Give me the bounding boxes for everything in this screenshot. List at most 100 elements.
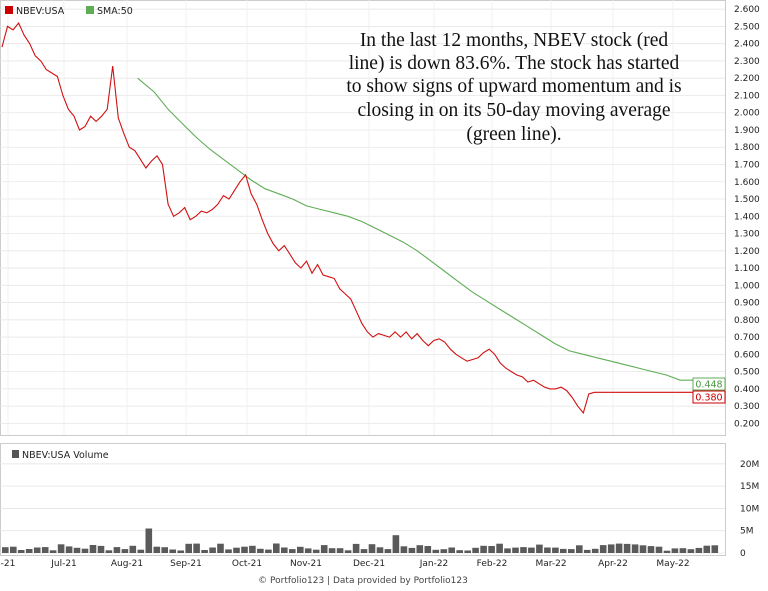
price-y-tick-label: 1.400 [734, 212, 760, 222]
volume-bar [599, 545, 607, 553]
x-tick-label: Feb-22 [477, 559, 508, 569]
volume-bar [273, 543, 280, 553]
volume-bar [591, 548, 599, 553]
volume-bar [488, 546, 495, 553]
volume-bar [241, 546, 248, 553]
annotation-line-5: (green line). [466, 124, 561, 145]
volume-bar [376, 547, 384, 553]
volume-bar [201, 550, 208, 553]
annotation-line-3: to show signs of upward momentum and is [346, 76, 681, 97]
price-y-tick-label: 2.100 [734, 91, 760, 101]
sma-value-tag-box [692, 377, 726, 391]
volume-bar [568, 549, 575, 553]
volume-bar [504, 548, 511, 553]
volume-bar [161, 547, 168, 553]
x-tick-label: Apr-22 [598, 559, 628, 569]
price-y-tick-label: 0.500 [734, 368, 760, 378]
volume-bar [10, 546, 17, 553]
legend-label-nbev: NBEV:USA [16, 6, 65, 17]
volume-bar [249, 545, 256, 553]
volume-bar [528, 547, 535, 553]
volume-bar [2, 547, 9, 553]
legend-swatch-volume [12, 450, 19, 458]
price-y-tick-label: 1.900 [734, 126, 760, 136]
x-axis: -21 Jul-21 Aug-21 Sep-21 Oct-21 Nov-21 Dec-21 J… [1, 559, 690, 569]
volume-legend: NBEV:USA Volume [12, 450, 109, 461]
volume-bar [647, 546, 655, 553]
volume-bar [472, 547, 479, 553]
volume-bar [639, 545, 647, 553]
volume-bar [424, 546, 432, 553]
sma-50-line [137, 77, 694, 381]
volume-bar [703, 545, 711, 553]
volume-bar [552, 547, 559, 553]
x-tick-label: -21 [1, 559, 16, 569]
volume-bar [671, 548, 679, 553]
volume-bar [265, 549, 272, 553]
sma-value-tag: 0.448 [695, 380, 722, 391]
price-y-tick-label: 1.700 [734, 161, 760, 171]
annotation-line-4: closing in on its 50-day moving average [357, 100, 670, 121]
volume-bar [520, 547, 527, 553]
legend-label-sma: SMA:50 [97, 6, 133, 17]
volume-bar [615, 543, 623, 553]
price-y-tick-label: 0.200 [734, 419, 760, 429]
price-y-tick-label: 0.900 [734, 299, 760, 309]
volume-bar [304, 548, 312, 553]
price-y-tick-label: 2.000 [734, 109, 760, 119]
volume-bar [217, 543, 224, 553]
volume-bar [440, 549, 448, 553]
volume-bar [113, 547, 121, 553]
chart-annotation: In the last 12 months, NBEV stock (red l… [346, 30, 681, 145]
volume-bar [169, 549, 176, 553]
price-y-tick-label: 0.700 [734, 333, 760, 343]
volume-bar [233, 547, 240, 553]
volume-bars [2, 528, 719, 553]
price-y-tick-label: 1.100 [734, 264, 760, 274]
volume-bar [57, 544, 65, 553]
volume-bar [89, 545, 97, 553]
price-y-tick-label: 1.500 [734, 195, 760, 205]
volume-bar [297, 546, 304, 553]
volume-bar [679, 548, 687, 553]
volume-bar [560, 548, 567, 553]
nbev-price-line [1, 21, 694, 415]
volume-bar [177, 550, 184, 553]
volume-bar [41, 547, 49, 553]
volume-bar [400, 546, 408, 553]
legend-swatch-sma [86, 6, 94, 14]
volume-bar [655, 546, 663, 553]
volume-bar [360, 549, 368, 553]
volume-bar [65, 546, 73, 553]
volume-bar [137, 549, 145, 553]
volume-bar [392, 535, 400, 553]
x-tick-label: Aug-21 [111, 559, 143, 569]
price-y-axis: 2.600 2.500 2.400 2.300 2.200 2.100 2.000 1.900… [734, 5, 760, 429]
volume-bar [97, 545, 105, 553]
volume-bar [631, 544, 639, 553]
volume-bar [81, 548, 89, 553]
legend-swatch-nbev [5, 6, 13, 14]
price-gridlines [0, 0, 725, 435]
volume-bar [583, 549, 591, 553]
footer-credit: © Portfolio123 | Data provided by Portfo… [258, 576, 468, 586]
volume-bar [695, 547, 703, 553]
volume-bar [33, 547, 41, 553]
volume-bar [711, 545, 719, 553]
price-y-tick-label: 2.400 [734, 40, 760, 50]
volume-bar [225, 549, 232, 553]
volume-bar [257, 548, 264, 553]
last-value-tags: 0.448 0.380 [692, 377, 726, 404]
x-tick-label: Jul-21 [50, 559, 77, 569]
volume-bar [448, 547, 455, 553]
volume-bar [193, 543, 200, 553]
volume-bar [607, 544, 615, 553]
volume-bar [153, 546, 161, 553]
volume-bar [623, 543, 631, 553]
price-y-tick-label: 2.300 [734, 57, 760, 67]
price-y-tick-label: 1.800 [734, 143, 760, 153]
volume-bar [129, 545, 137, 553]
volume-bar [408, 547, 416, 553]
price-y-tick-label: 2.500 [734, 22, 760, 32]
